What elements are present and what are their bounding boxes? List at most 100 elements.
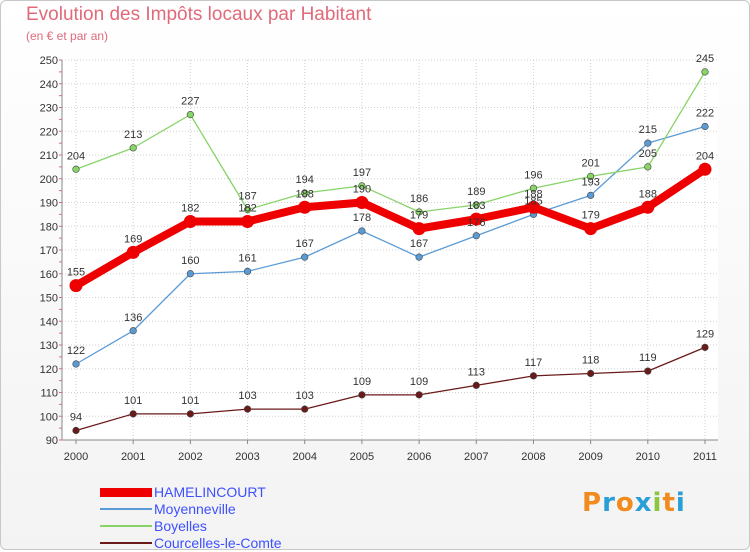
data-label-courcelles-le-comte: 103 — [238, 390, 256, 402]
logo-letter: r — [602, 488, 616, 518]
data-label-moyenneville: 122 — [67, 345, 85, 357]
data-label-moyenneville: 185 — [524, 195, 542, 207]
x-tick-label: 2001 — [121, 451, 145, 463]
data-point-boyelles — [529, 184, 538, 192]
y-tick-label: 90 — [46, 435, 58, 447]
data-label-moyenneville: 167 — [410, 238, 428, 250]
data-label-courcelles-le-comte: 101 — [124, 395, 142, 407]
y-tick-label: 120 — [40, 364, 58, 376]
data-point-boyelles — [472, 201, 480, 209]
data-label-hamelincourt: 182 — [181, 203, 199, 215]
data-label-hamelincourt: 182 — [238, 203, 256, 215]
legend-item: Boyelles — [100, 518, 330, 535]
data-label-boyelles: 197 — [353, 167, 371, 179]
series-line-hamelincourt — [72, 165, 709, 290]
y-tick-label: 220 — [40, 126, 58, 138]
data-point-courcelles-le-comte — [129, 410, 137, 418]
plot-area — [62, 60, 718, 440]
x-tick-label: 2000 — [64, 451, 88, 463]
legend-label: Moyenneville — [154, 501, 236, 517]
data-label-boyelles: 205 — [639, 148, 657, 160]
logo-letter: i — [675, 488, 686, 518]
data-point-courcelles-le-comte — [186, 410, 194, 418]
x-tick-label: 2006 — [407, 451, 431, 463]
series-line-courcelles-le-comte — [75, 346, 706, 432]
data-point-boyelles — [129, 144, 137, 152]
data-label-hamelincourt: 204 — [696, 150, 714, 162]
data-point-moyenneville — [587, 191, 595, 199]
legend-swatch — [100, 508, 152, 510]
data-label-hamelincourt: 179 — [410, 210, 428, 222]
data-label-boyelles: 201 — [581, 157, 599, 169]
logo-letter: P — [582, 488, 603, 518]
series-line-boyelles — [75, 71, 706, 213]
data-point-hamelincourt — [584, 222, 598, 236]
data-point-boyelles — [243, 206, 252, 214]
data-point-courcelles-le-comte — [415, 391, 423, 399]
y-tick-label: 100 — [40, 411, 58, 423]
data-point-moyenneville — [186, 270, 194, 278]
data-point-courcelles-le-comte — [243, 405, 252, 413]
legend-swatch — [100, 542, 152, 544]
x-tick-label: 2008 — [521, 451, 545, 463]
data-label-hamelincourt: 179 — [581, 210, 599, 222]
x-tick-label: 2005 — [350, 451, 374, 463]
legend-swatch — [100, 487, 152, 497]
data-label-boyelles: 245 — [696, 53, 714, 65]
x-tick-label: 2011 — [693, 451, 717, 463]
data-label-hamelincourt: 188 — [639, 188, 657, 200]
data-label-boyelles: 186 — [410, 193, 428, 205]
data-point-hamelincourt — [298, 200, 312, 214]
data-point-hamelincourt — [183, 215, 197, 228]
data-label-hamelincourt: 188 — [524, 188, 542, 200]
logo-letter: t — [662, 488, 676, 518]
logo-letter: x — [634, 488, 653, 518]
x-tick-label: 2007 — [464, 451, 488, 463]
data-point-hamelincourt — [469, 212, 483, 226]
y-tick-label: 140 — [40, 316, 58, 328]
data-label-hamelincourt: 183 — [467, 200, 485, 212]
data-label-boyelles: 213 — [124, 129, 142, 141]
data-label-hamelincourt: 188 — [296, 188, 314, 200]
x-tick-label: 2010 — [636, 451, 660, 463]
y-tick-label: 200 — [40, 174, 58, 186]
x-tick-label: 2009 — [578, 451, 602, 463]
chart-title: Evolution des Impôts locaux par Habitant — [26, 4, 372, 25]
data-label-courcelles-le-comte: 113 — [467, 366, 485, 378]
data-point-courcelles-le-comte — [701, 343, 709, 351]
data-point-boyelles — [186, 111, 194, 119]
proxiti-logo: Proxiti — [582, 488, 686, 518]
data-label-moyenneville: 161 — [238, 252, 256, 264]
series-line-moyenneville — [75, 125, 706, 365]
data-point-boyelles — [415, 208, 423, 216]
data-label-boyelles: 189 — [467, 186, 485, 198]
data-label-boyelles: 187 — [238, 191, 256, 203]
data-point-boyelles — [587, 172, 595, 180]
data-label-hamelincourt: 169 — [124, 233, 142, 245]
data-point-hamelincourt — [698, 162, 712, 176]
y-tick-label: 110 — [40, 388, 58, 400]
data-label-moyenneville: 222 — [696, 108, 714, 120]
data-point-hamelincourt — [412, 222, 426, 236]
data-point-moyenneville — [701, 122, 709, 131]
data-label-moyenneville: 178 — [353, 212, 371, 224]
data-point-hamelincourt — [641, 200, 655, 214]
data-point-moyenneville — [301, 253, 309, 261]
data-point-boyelles — [301, 189, 309, 197]
y-tick-label: 190 — [40, 198, 58, 210]
data-label-courcelles-le-comte: 101 — [181, 395, 199, 407]
data-label-boyelles: 194 — [296, 174, 314, 186]
y-tick-label: 250 — [40, 55, 58, 67]
legend-label: Courcelles-le-Comte — [154, 535, 282, 551]
data-point-courcelles-le-comte — [644, 367, 652, 375]
y-tick-label: 240 — [40, 79, 58, 91]
x-tick-label: 2004 — [292, 451, 316, 463]
legend: HAMELINCOURT Moyenneville Boyelles Courcell… — [100, 484, 330, 552]
data-point-courcelles-le-comte — [301, 405, 309, 413]
x-tick-label: 2002 — [178, 451, 202, 463]
data-label-hamelincourt: 155 — [67, 267, 85, 279]
y-tick-label: 130 — [40, 340, 58, 352]
legend-item: Courcelles-le-Comte — [100, 535, 330, 552]
data-label-courcelles-le-comte: 109 — [353, 376, 371, 388]
